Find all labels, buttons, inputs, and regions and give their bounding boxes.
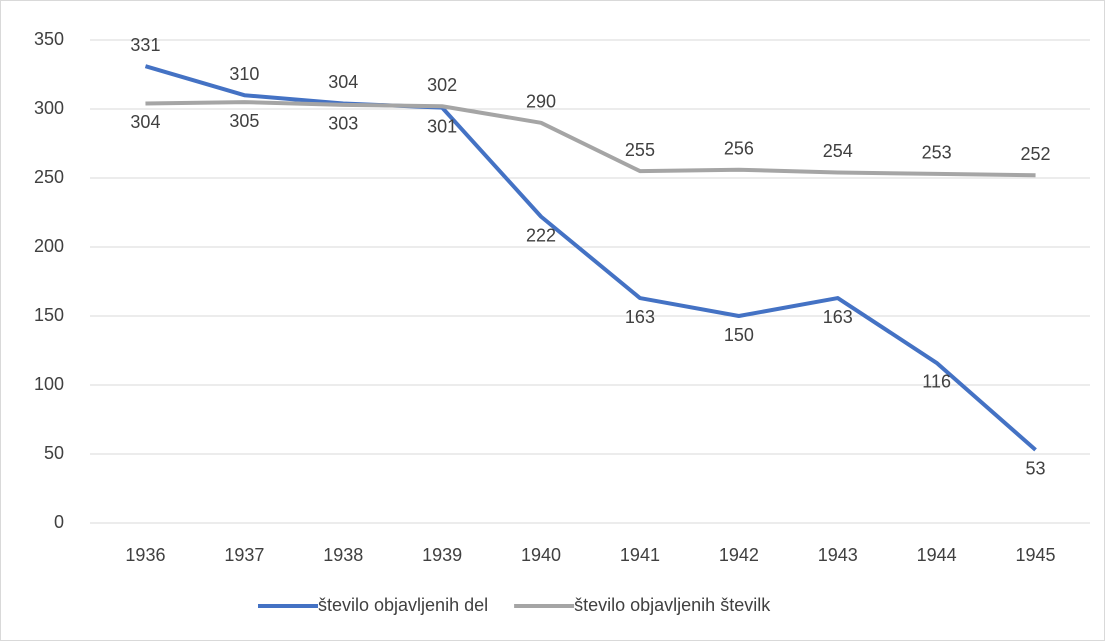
data-label: 53 — [1026, 459, 1046, 479]
data-label: 301 — [427, 116, 457, 136]
data-label: 222 — [526, 225, 556, 245]
y-tick-label: 350 — [34, 29, 64, 49]
data-label: 116 — [922, 372, 951, 392]
x-tick-label: 1945 — [1016, 545, 1056, 565]
legend-label: število objavljenih številk — [574, 595, 771, 615]
y-tick-label: 250 — [34, 167, 64, 187]
data-label: 305 — [229, 111, 259, 131]
data-label: 163 — [823, 307, 853, 327]
data-label: 163 — [625, 307, 655, 327]
x-tick-label: 1943 — [818, 545, 858, 565]
legend-label: število objavljenih del — [318, 595, 488, 615]
x-tick-label: 1937 — [224, 545, 264, 565]
data-label: 253 — [922, 143, 952, 163]
data-label: 304 — [130, 112, 160, 132]
data-label: 304 — [328, 72, 358, 92]
data-label: 331 — [130, 35, 160, 55]
data-label: 252 — [1021, 144, 1051, 164]
data-label: 256 — [724, 138, 754, 158]
x-tick-label: 1940 — [521, 545, 561, 565]
x-tick-label: 1941 — [620, 545, 660, 565]
y-tick-label: 50 — [44, 443, 64, 463]
x-tick-label: 1939 — [422, 545, 462, 565]
y-tick-label: 0 — [54, 512, 64, 532]
x-tick-label: 1936 — [125, 545, 165, 565]
x-tick-label: 1938 — [323, 545, 363, 565]
y-tick-label: 150 — [34, 305, 64, 325]
y-tick-label: 100 — [34, 374, 64, 394]
data-label: 255 — [625, 140, 655, 160]
data-label: 310 — [229, 64, 259, 84]
x-tick-label: 1942 — [719, 545, 759, 565]
x-tick-label: 1944 — [917, 545, 957, 565]
y-tick-label: 200 — [34, 236, 64, 256]
data-label: 150 — [724, 325, 754, 345]
data-label: 303 — [328, 114, 358, 134]
series-line — [144, 64, 1037, 452]
data-label: 302 — [427, 75, 457, 95]
data-label: 290 — [526, 92, 556, 112]
data-label: 254 — [823, 141, 853, 161]
y-tick-label: 300 — [34, 98, 64, 118]
series-line — [145, 100, 1036, 178]
